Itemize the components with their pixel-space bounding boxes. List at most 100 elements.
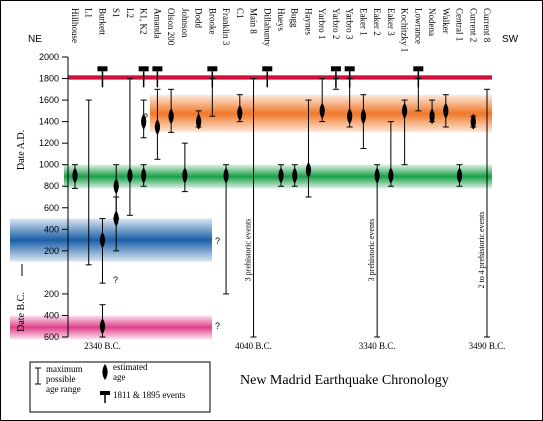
site-name: Franklin 3 [221,8,231,46]
legend-text: 1811 & 1895 events [113,390,186,400]
ne-label: NE [28,34,42,45]
site-below: 3340 B.C. [359,341,396,351]
estimated-age [305,162,312,179]
site-name: L2 [125,8,135,18]
site-name: Haynes [303,8,313,35]
estimated-age [113,210,119,227]
site-name: Yarbro 2 [331,8,341,39]
site-name: S1 [111,8,121,18]
estimated-age [154,119,161,135]
site-name: Kochitzky 1 [400,8,410,52]
estimated-age [223,167,229,184]
historic-event [207,66,218,72]
site-name: L1 [84,8,94,18]
estimated-age [141,113,147,130]
legend-historic [100,391,110,395]
y-tick-label: 600 [44,203,59,213]
historic-event [344,66,355,72]
age-band [10,218,212,262]
estimated-age [292,167,298,184]
y-tick-label: 1400 [39,117,59,127]
site-name: Eaker 2 [372,8,382,36]
site-note: 3 prehistoric events [244,219,253,282]
site-name: Brooke [207,8,217,35]
estimated-age [141,167,147,184]
site-name: Nodena [427,8,437,36]
site-name: Eaker 3 [386,8,396,36]
historic-event [413,66,424,72]
bands [10,75,492,340]
estimated-age [360,108,367,125]
historic-event [138,66,149,72]
estimated-age [388,167,394,184]
site-name: Hueys [276,8,286,31]
site-below: 4040 B.C. [235,341,272,351]
estimated-age [99,232,106,249]
y-tick-label: 1200 [39,138,59,148]
y-tick-label: 600 [44,332,59,342]
y-tick-label: 1800 [39,74,59,84]
estimated-age [195,113,202,130]
site-name: K1, K2 [139,8,149,35]
sw-label: SW [502,34,519,45]
estimated-age [99,318,106,335]
historic-event [330,66,341,72]
site-note: 2 to 4 prehistoric events [477,212,486,289]
estimated-age [168,108,174,125]
site-name: Amanda [152,8,162,39]
estimated-age [374,167,380,184]
y-tick-label: 400 [44,310,59,320]
site-name: Burkett [97,8,107,35]
y-tick-label: 200 [44,246,59,256]
legend-text: estimated [113,362,148,372]
estimated-age [443,102,449,119]
site-name: Current 2 [468,8,478,42]
question-mark: ? [113,275,118,285]
site-name: Dillahunty [262,8,272,47]
legend-text: possible [46,374,76,384]
historic-event [97,66,108,72]
site-below: 2340 B.C. [84,341,121,351]
legend-text: age range [46,384,81,394]
historic-event [152,66,163,72]
legend-box [29,361,211,413]
site-name: Central 1 [455,8,465,41]
y-label-ad: Date A.D. [16,130,27,170]
age-band [64,164,492,189]
y-tick-label: 1000 [39,160,59,170]
legend-text: age [113,372,126,382]
estimated-age [72,167,78,184]
site-name: Johnson [180,8,190,38]
question-mark: ? [215,236,220,246]
site-name: Main 8 [249,8,259,34]
y-tick-label: 1600 [39,95,59,105]
estimated-age [429,108,435,125]
estimated-age [401,102,408,119]
y-tick-label: 800 [44,181,59,191]
site-note: 3 prehistoric events [367,219,376,282]
estimated-age [319,102,325,119]
site-below: 3490 B.C. [469,341,506,351]
site-name: Hillhouse [70,8,80,43]
site-name: Olson 200 [166,8,176,46]
site-name: Walker [441,8,451,34]
site-name: Eaker 1 [358,8,368,36]
historic-event [262,66,273,72]
legend-text: maximum [46,364,83,374]
estimated-age [113,178,119,195]
legend-age [102,364,108,380]
y-label-bc: Date B.C. [16,292,27,332]
estimated-age [127,167,133,184]
site-name: Yarbro 3 [345,8,355,40]
question-mark: ? [143,112,148,122]
chart-title: New Madrid Earthquake Chronology [240,373,449,388]
age-band [68,75,492,80]
age-band [10,315,212,340]
y-tick-label: 200 [44,289,59,299]
estimated-age [347,108,353,125]
estimated-age [470,113,476,130]
estimated-age [237,105,243,121]
estimated-age [182,167,188,184]
